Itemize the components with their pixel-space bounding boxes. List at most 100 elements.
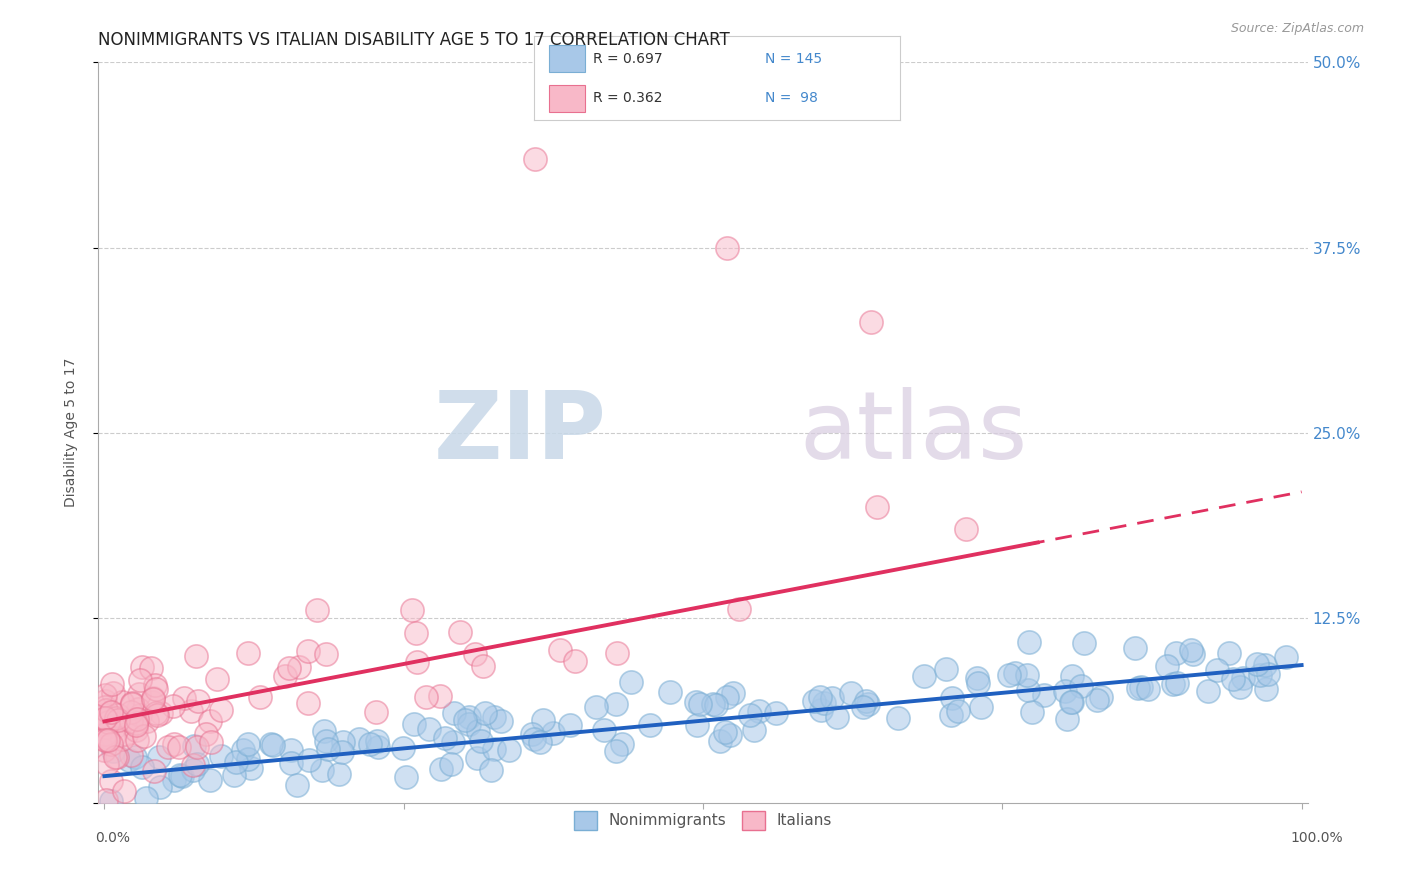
Nonimmigrants bbox=[970, 699, 993, 714]
Italians bbox=[716, 240, 738, 255]
Italians bbox=[550, 643, 572, 657]
Nonimmigrants bbox=[1060, 695, 1083, 709]
Italians bbox=[105, 711, 128, 725]
Nonimmigrants bbox=[748, 705, 770, 719]
Italians bbox=[93, 731, 115, 746]
Nonimmigrants bbox=[522, 731, 544, 746]
Nonimmigrants bbox=[163, 772, 186, 787]
Italians bbox=[366, 705, 388, 719]
Nonimmigrants bbox=[441, 735, 464, 749]
Nonimmigrants bbox=[470, 734, 492, 748]
Nonimmigrants bbox=[704, 698, 727, 712]
Nonimmigrants bbox=[685, 695, 707, 709]
Nonimmigrants bbox=[714, 725, 737, 739]
Nonimmigrants bbox=[718, 728, 741, 742]
Italians bbox=[100, 705, 122, 719]
Italians bbox=[142, 764, 165, 778]
Nonimmigrants bbox=[541, 725, 564, 739]
Legend: Nonimmigrants, Italians: Nonimmigrants, Italians bbox=[568, 805, 838, 836]
Nonimmigrants bbox=[311, 763, 333, 777]
Nonimmigrants bbox=[404, 717, 426, 731]
Nonimmigrants bbox=[1021, 705, 1043, 719]
Italians bbox=[94, 703, 117, 717]
Nonimmigrants bbox=[1123, 640, 1146, 655]
Italians bbox=[127, 702, 149, 716]
Nonimmigrants bbox=[825, 710, 848, 724]
Nonimmigrants bbox=[702, 697, 724, 711]
Nonimmigrants bbox=[558, 718, 581, 732]
Italians bbox=[406, 655, 429, 669]
Nonimmigrants bbox=[479, 763, 502, 777]
Nonimmigrants bbox=[689, 697, 711, 711]
Nonimmigrants bbox=[359, 737, 381, 751]
Nonimmigrants bbox=[593, 723, 616, 737]
Italians bbox=[114, 727, 136, 741]
Nonimmigrants bbox=[366, 734, 388, 748]
Italians bbox=[145, 681, 167, 696]
Nonimmigrants bbox=[948, 704, 970, 718]
Italians bbox=[415, 690, 437, 704]
Nonimmigrants bbox=[529, 735, 551, 749]
Nonimmigrants bbox=[498, 743, 520, 757]
Italians bbox=[238, 646, 260, 660]
Nonimmigrants bbox=[810, 703, 832, 717]
Italians bbox=[205, 672, 228, 686]
Italians bbox=[112, 784, 135, 798]
Nonimmigrants bbox=[966, 671, 988, 685]
Nonimmigrants bbox=[443, 706, 465, 721]
Italians bbox=[105, 719, 128, 733]
Italians bbox=[198, 714, 221, 728]
Italians bbox=[100, 774, 122, 789]
Italians bbox=[183, 758, 205, 772]
Nonimmigrants bbox=[169, 768, 191, 782]
Nonimmigrants bbox=[260, 737, 283, 751]
Nonimmigrants bbox=[418, 723, 440, 737]
Text: N = 145: N = 145 bbox=[765, 52, 821, 65]
Nonimmigrants bbox=[1070, 679, 1092, 693]
Text: Source: ZipAtlas.com: Source: ZipAtlas.com bbox=[1230, 22, 1364, 36]
Nonimmigrants bbox=[440, 757, 463, 772]
Italians bbox=[94, 708, 117, 723]
Text: NONIMMIGRANTS VS ITALIAN DISABILITY AGE 5 TO 17 CORRELATION CHART: NONIMMIGRANTS VS ITALIAN DISABILITY AGE … bbox=[98, 31, 730, 49]
Italians bbox=[105, 750, 128, 764]
Nonimmigrants bbox=[886, 711, 908, 725]
Italians bbox=[93, 700, 115, 714]
Nonimmigrants bbox=[135, 791, 157, 805]
Italians bbox=[131, 659, 153, 673]
Italians bbox=[111, 695, 134, 709]
Nonimmigrants bbox=[1180, 642, 1202, 657]
Italians bbox=[184, 649, 207, 664]
Italians bbox=[101, 677, 124, 691]
Italians bbox=[146, 707, 169, 722]
Italians bbox=[103, 686, 125, 700]
Nonimmigrants bbox=[280, 743, 302, 757]
Text: N =  98: N = 98 bbox=[765, 91, 817, 104]
Nonimmigrants bbox=[222, 768, 245, 782]
Nonimmigrants bbox=[1197, 683, 1219, 698]
Italians bbox=[125, 716, 148, 731]
Nonimmigrants bbox=[531, 713, 554, 727]
Nonimmigrants bbox=[287, 778, 309, 792]
Nonimmigrants bbox=[1017, 668, 1039, 682]
Italians bbox=[865, 500, 887, 514]
Nonimmigrants bbox=[1257, 666, 1279, 681]
Bar bbox=[548, 45, 585, 72]
Nonimmigrants bbox=[1275, 650, 1298, 665]
Italians bbox=[94, 693, 117, 707]
Nonimmigrants bbox=[395, 770, 418, 784]
Nonimmigrants bbox=[1004, 665, 1026, 680]
Italians bbox=[93, 727, 115, 741]
Nonimmigrants bbox=[297, 753, 319, 767]
Italians bbox=[120, 747, 142, 762]
Nonimmigrants bbox=[465, 751, 488, 765]
Nonimmigrants bbox=[183, 739, 205, 754]
Italians bbox=[125, 712, 148, 726]
Nonimmigrants bbox=[620, 675, 643, 690]
Nonimmigrants bbox=[1018, 635, 1040, 649]
Italians bbox=[142, 692, 165, 706]
Italians bbox=[96, 730, 118, 744]
Italians bbox=[93, 712, 115, 726]
Italians bbox=[209, 703, 232, 717]
Italians bbox=[124, 723, 146, 738]
Italians bbox=[93, 743, 115, 757]
